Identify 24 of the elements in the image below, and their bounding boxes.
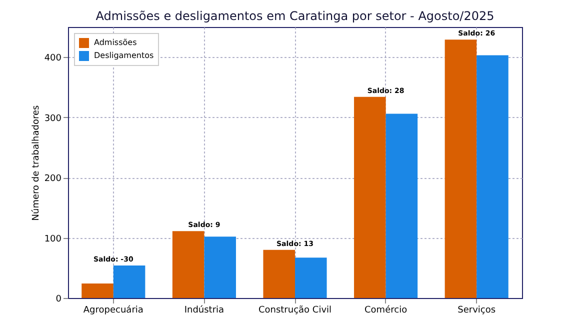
bar <box>82 284 114 298</box>
x-tick-label: Comércio <box>364 304 408 316</box>
bar <box>172 231 204 298</box>
x-tick-label: Indústria <box>184 304 224 316</box>
bar <box>263 250 295 298</box>
bar <box>354 96 386 298</box>
legend-label: Desligamentos <box>94 51 154 60</box>
x-tick-label: Construção Civil <box>258 306 332 316</box>
y-axis-title: Número de trabalhadores <box>30 105 42 221</box>
x-tick-label: Agropecuária <box>83 304 144 316</box>
bar <box>476 55 508 298</box>
chart-title: Admissões e desligamentos em Caratinga por setor - Agosto/2025 <box>96 9 494 23</box>
bar <box>444 40 477 298</box>
bar <box>386 114 418 298</box>
y-tick-label: 0 <box>56 294 62 304</box>
legend-label: Admissões <box>94 38 137 47</box>
y-tick-label: 100 <box>44 234 62 244</box>
y-tick-label: 300 <box>44 114 62 124</box>
bar <box>113 265 146 298</box>
y-tick-label: 200 <box>44 174 62 184</box>
y-tick-label: 400 <box>44 54 62 64</box>
x-tick-label: Serviços <box>458 306 496 316</box>
bar <box>204 236 236 298</box>
bar <box>295 258 327 298</box>
